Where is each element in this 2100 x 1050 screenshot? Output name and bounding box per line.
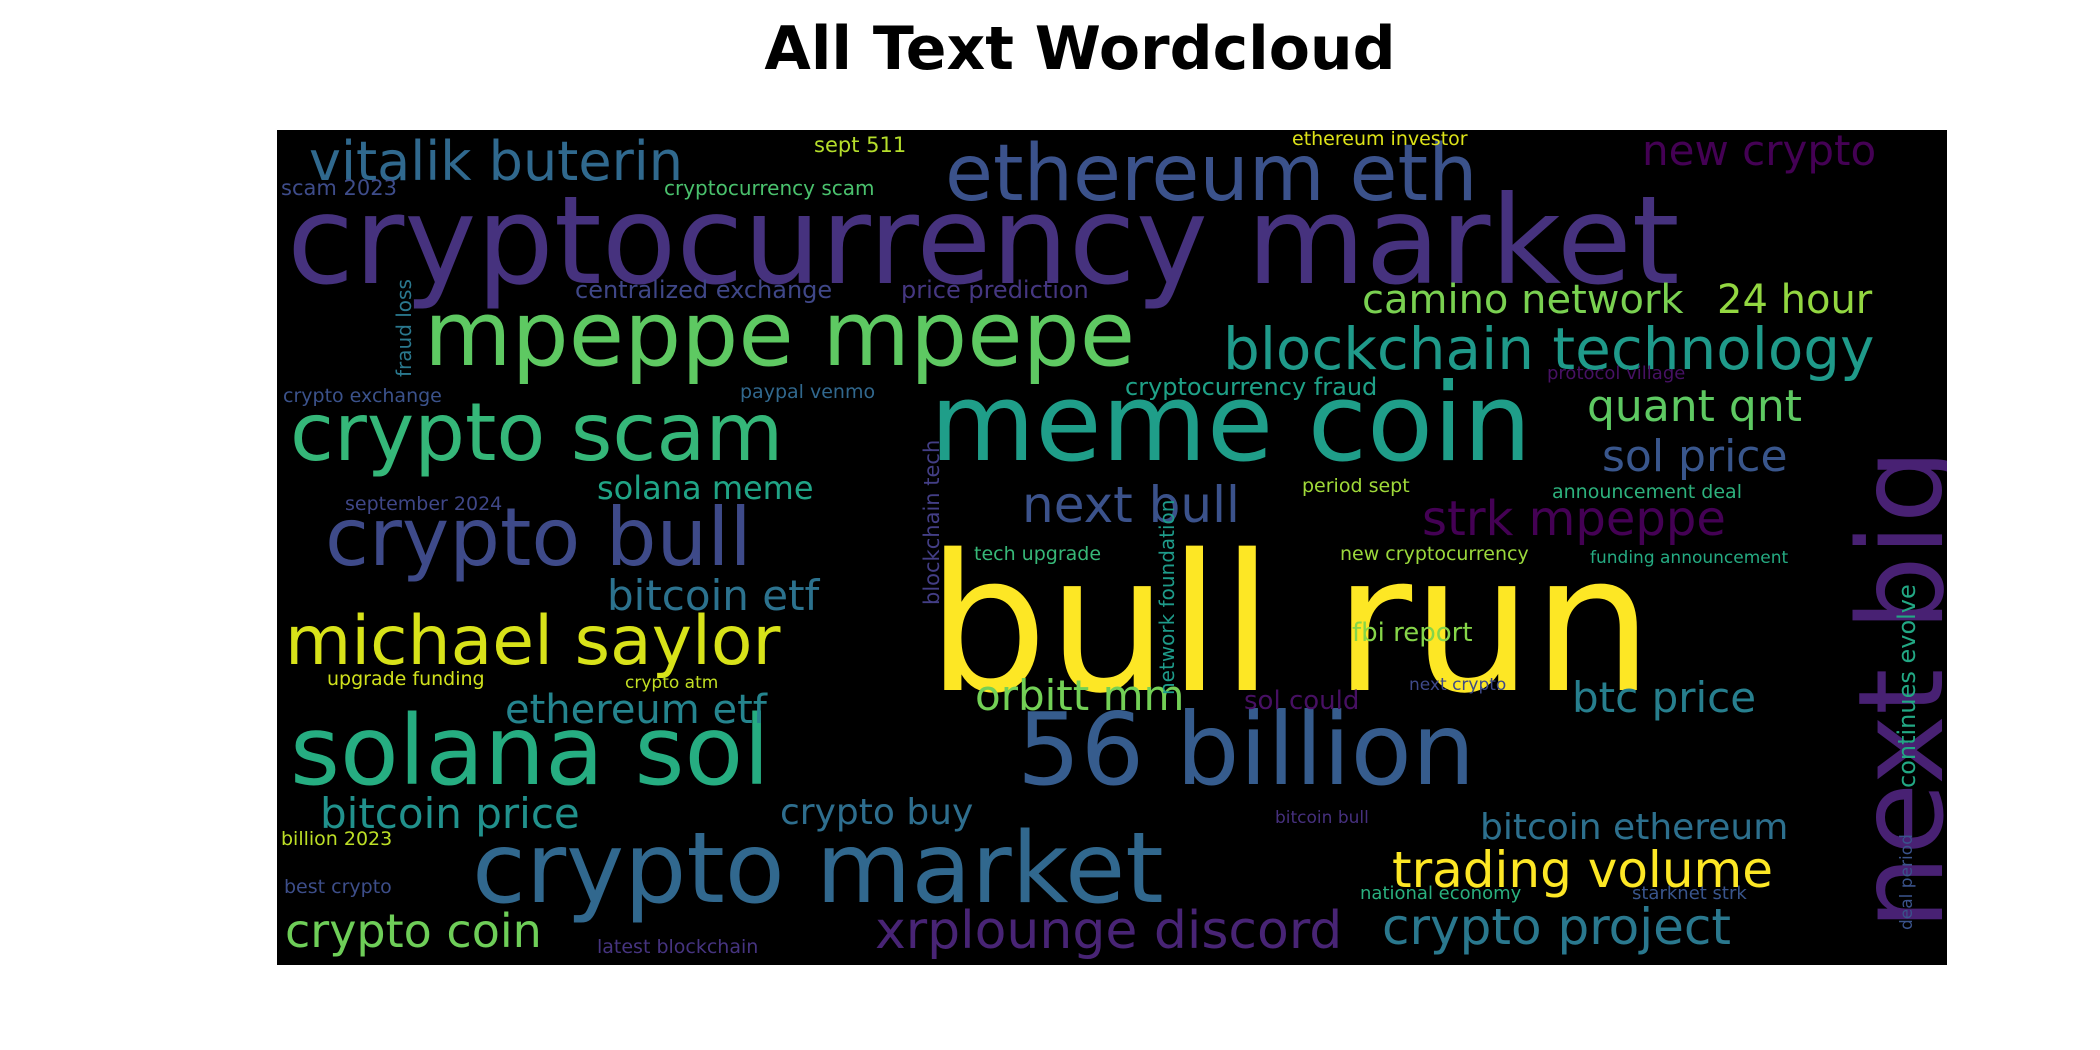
wordcloud-word: blockchain tech	[920, 439, 944, 605]
wordcloud-word: solana sol	[290, 695, 770, 807]
wordcloud-word: cryptocurrency scam	[664, 176, 875, 200]
wordcloud-word: blockchain technology	[1223, 315, 1875, 383]
wordcloud-word: ethereum eth	[945, 130, 1478, 219]
wordcloud-word: continues evolve	[1893, 584, 1921, 788]
wordcloud-word: funding announcement	[1590, 548, 1789, 568]
wordcloud-word: bitcoin etf	[607, 571, 820, 620]
wordcloud-word: latest blockchain	[597, 936, 759, 958]
wordcloud-word: price prediction	[901, 276, 1089, 304]
wordcloud-word: btc price	[1572, 673, 1757, 722]
wordcloud-word: billion 2023	[281, 828, 393, 850]
wordcloud-word: crypto coin	[285, 904, 542, 958]
wordcloud-word: cryptocurrency market	[287, 170, 1680, 312]
wordcloud-word: strk mpeppe	[1422, 491, 1726, 547]
wordcloud-word: period sept	[1302, 475, 1410, 497]
wordcloud-word: centralized exchange	[575, 276, 833, 304]
wordcloud-word: crypto buy	[780, 792, 974, 833]
wordcloud-word: bitcoin price	[320, 789, 580, 838]
wordcloud-word: crypto bull	[325, 491, 752, 584]
wordcloud-word: ethereum investor	[1292, 130, 1468, 150]
wordcloud-word: upgrade funding	[327, 668, 485, 690]
wordcloud-word: mpeppe mpepe	[424, 282, 1136, 387]
wordcloud-word: 56 billion	[1017, 691, 1476, 808]
wordcloud-word: solana meme	[597, 469, 814, 507]
wordcloud-word: crypto scam	[290, 386, 784, 479]
chart-title: All Text Wordcloud	[764, 14, 1396, 84]
wordcloud-word: bitcoin bull	[1275, 808, 1369, 828]
wordcloud-word: national economy	[1360, 883, 1522, 904]
wordcloud-word: new crypto	[1642, 130, 1877, 175]
wordcloud-word: crypto atm	[625, 673, 719, 693]
wordcloud-word: cryptocurrency fraud	[1125, 373, 1378, 401]
wordcloud-word: fbi report	[1352, 618, 1473, 648]
wordcloud-canvas: bull run cryptocurrency market meme coin…	[277, 130, 1947, 965]
wordcloud-word: bull run	[927, 514, 1653, 735]
wordcloud-word: camino network	[1362, 277, 1684, 323]
wordcloud-word: next crypto	[1409, 675, 1507, 695]
wordcloud-word: meme coin	[930, 361, 1532, 486]
wordcloud-word: next bull	[1022, 476, 1240, 534]
wordcloud-word: protocol village	[1547, 363, 1686, 384]
wordcloud-word: crypto exchange	[283, 385, 442, 407]
wordcloud-word: network foundation	[1155, 499, 1179, 695]
wordcloud-word: 24 hour	[1717, 277, 1873, 323]
wordcloud-word: quant qnt	[1587, 381, 1802, 432]
wordcloud-word: orbitt mm	[975, 671, 1185, 720]
wordcloud-word: fraud loss	[392, 279, 416, 377]
wordcloud-word: crypto market	[472, 812, 1164, 926]
wordcloud-word: september 2024	[345, 493, 503, 515]
wordcloud-word: tech upgrade	[974, 543, 1102, 565]
wordcloud-word: sol could	[1244, 686, 1360, 716]
wordcloud-word: xrplounge discord	[875, 901, 1343, 961]
wordcloud-word: announcement deal	[1552, 481, 1742, 503]
wordcloud-word: best crypto	[284, 876, 392, 898]
wordcloud-word: ethereum etf	[505, 687, 767, 733]
wordcloud-word: paypal venmo	[740, 381, 876, 403]
wordcloud-word: bitcoin ethereum	[1480, 807, 1789, 848]
wordcloud-word: vitalik buterin	[309, 130, 683, 193]
wordcloud-word: sept 511	[814, 133, 907, 157]
wordcloud-word: scam 2023	[281, 176, 397, 200]
wordcloud-word: sol price	[1602, 431, 1788, 482]
wordcloud-word: deal period	[1897, 834, 1917, 930]
wordcloud-word: michael saylor	[285, 602, 781, 681]
wordcloud-word: crypto project	[1382, 898, 1731, 956]
wordcloud-word: new cryptocurrency	[1340, 543, 1529, 565]
wordcloud-word: trading volume	[1392, 841, 1773, 899]
wordcloud-word: starknet strk	[1632, 883, 1747, 904]
